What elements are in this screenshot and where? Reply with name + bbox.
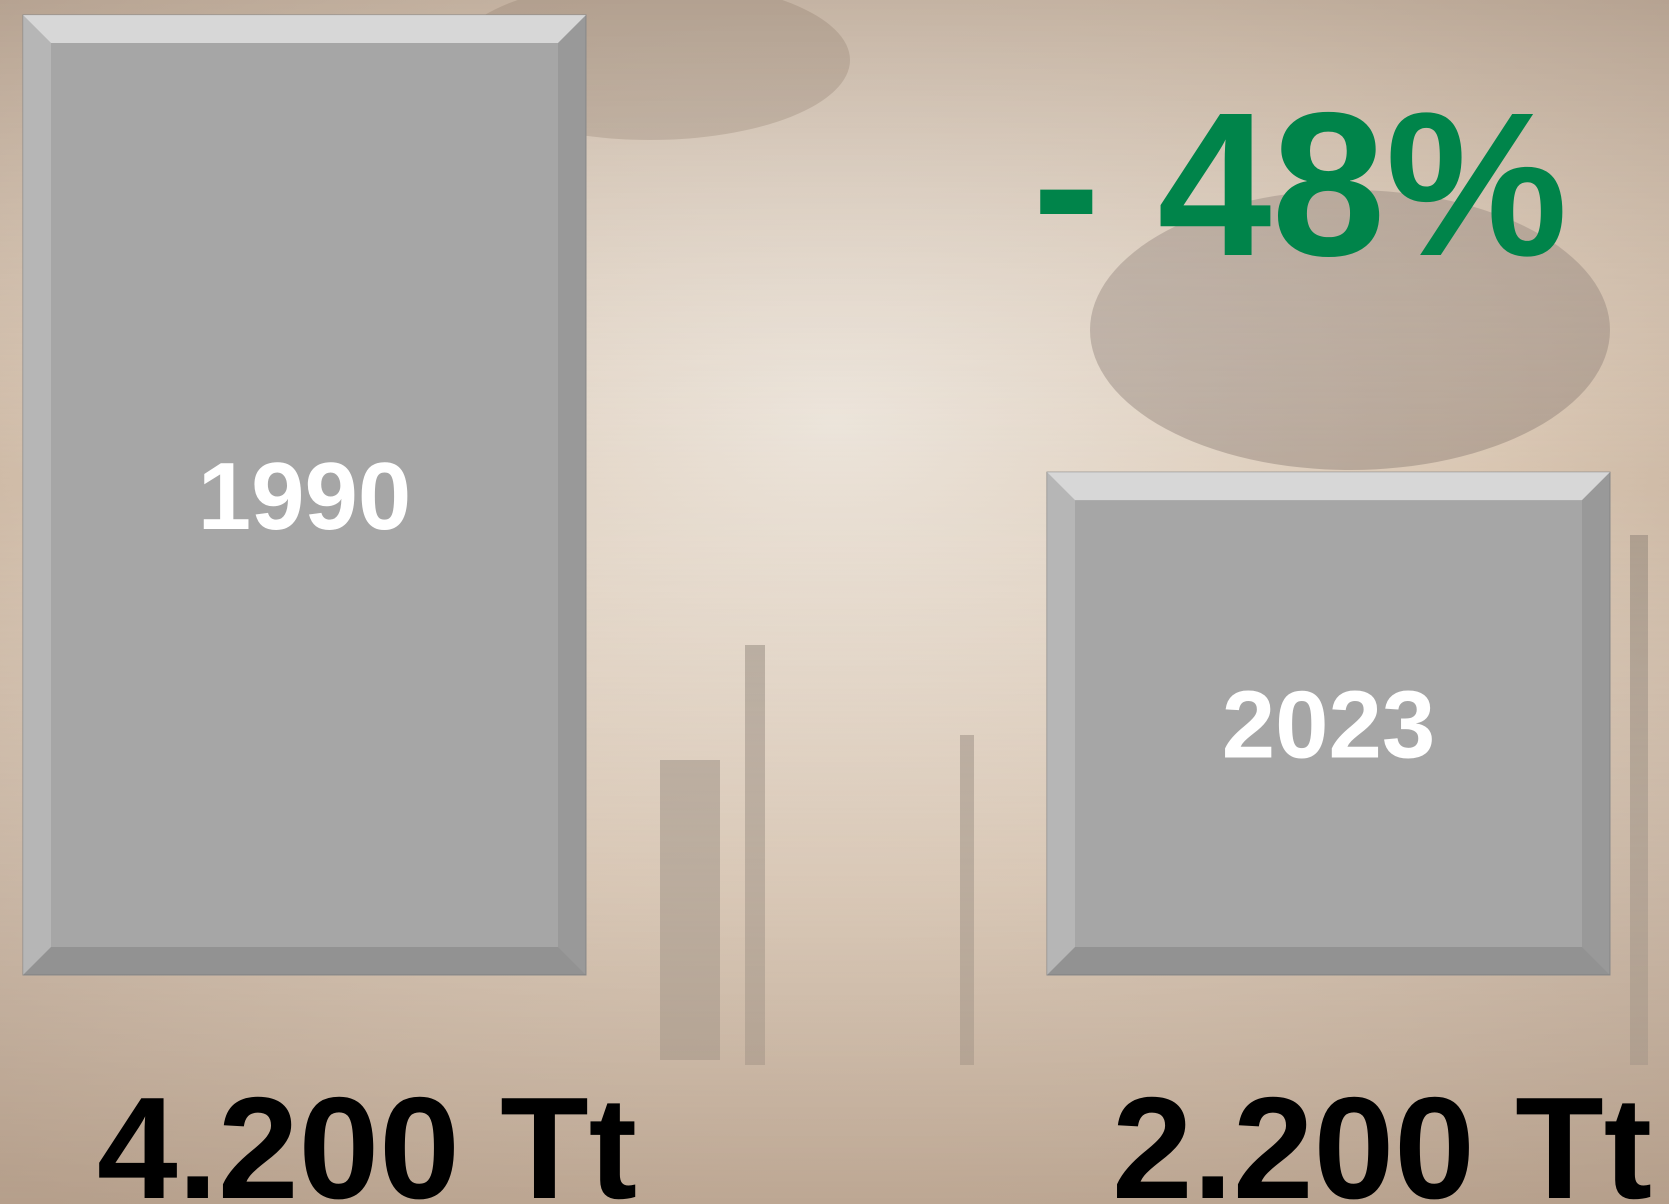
category-label: 1990 [198, 443, 412, 550]
bar-bevel [1047, 472, 1075, 975]
bar-bevel [23, 947, 586, 975]
bar-bevel [1582, 472, 1610, 975]
chart: - 48% 1990 4.200 Tt 2023 2.200 Tt [0, 0, 1669, 1204]
bar-bevel [23, 15, 586, 43]
value-label: 2.200 Tt [1112, 1067, 1652, 1204]
bar-bevel [23, 15, 51, 975]
category-label: 2023 [1222, 672, 1436, 779]
annotation: - 48% [1032, 70, 1568, 299]
value-label: 4.200 Tt [97, 1067, 637, 1204]
bar-bevel [1047, 472, 1610, 500]
bar-bevel [558, 15, 586, 975]
bar-bevel [1047, 947, 1610, 975]
